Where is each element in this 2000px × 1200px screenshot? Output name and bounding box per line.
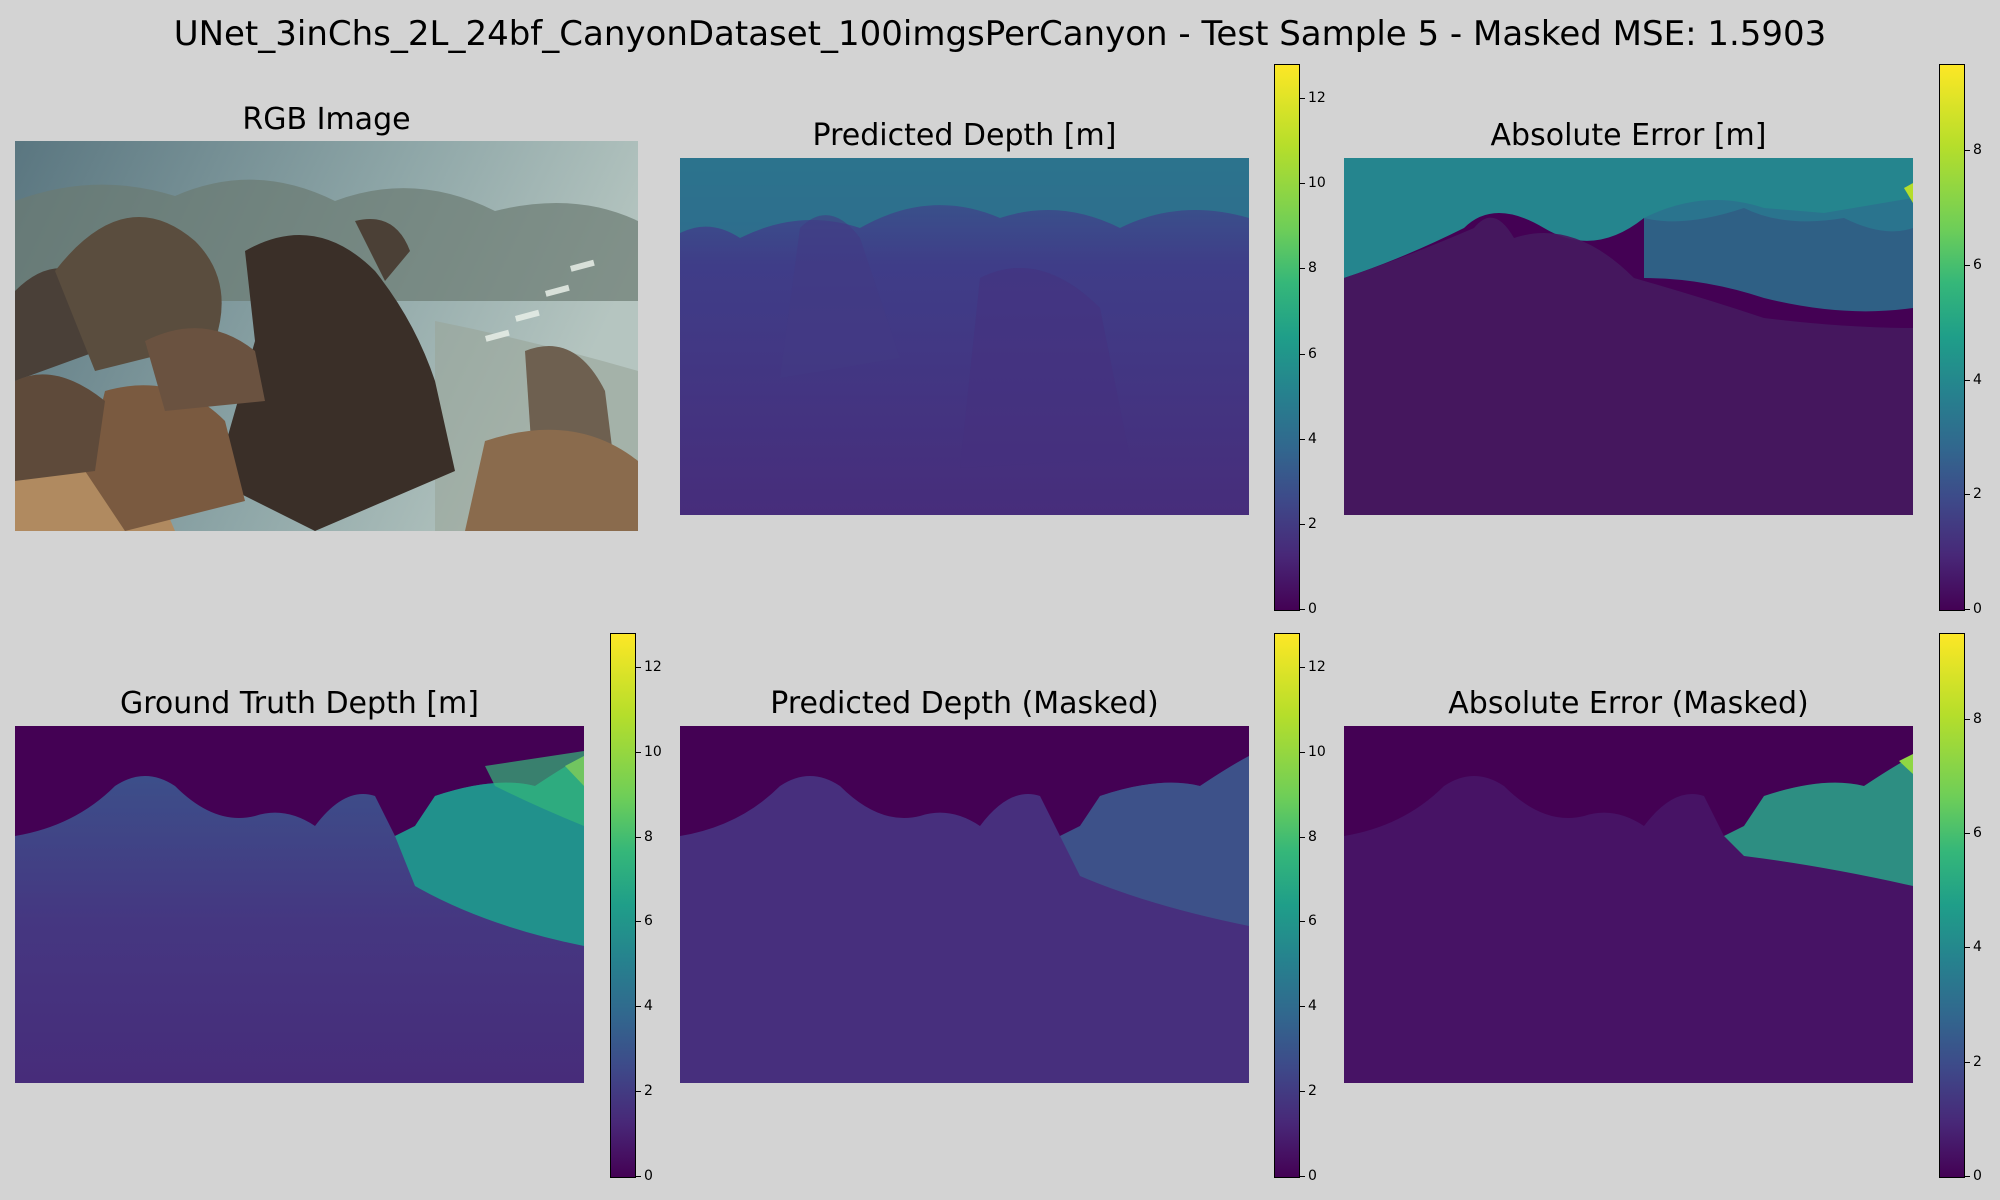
figure-suptitle: UNet_3inChs_2L_24bf_CanyonDataset_100img… — [173, 14, 1827, 54]
panel-title-rgb: RGB Image — [242, 102, 411, 137]
ground-truth-depth-map — [15, 726, 584, 1083]
colorbar-predicted-depth-masked-tick-label: 4 — [1299, 998, 1317, 1015]
predicted-depth-masked-map — [680, 726, 1249, 1083]
colorbar-absolute-error-tick-label: 0 — [1964, 601, 1982, 617]
panel-title-err: Absolute Error [m] — [1490, 118, 1767, 153]
colorbar-absolute-error-masked-tick-label: 4 — [1964, 939, 1982, 956]
colorbar-absolute-error-masked-tick-label: 0 — [1964, 1168, 1982, 1184]
colorbar-ground-truth-tick-label: 6 — [635, 913, 653, 930]
absolute-error-map — [1344, 158, 1913, 515]
colorbar-predicted-depth-masked-tick-label: 12 — [1299, 658, 1326, 675]
colorbar-predicted-depth-masked-tick-label: 10 — [1299, 743, 1326, 760]
colorbar-absolute-error-masked-tick-label: 8 — [1964, 710, 1982, 727]
colorbar-predicted-depth-masked-tick-label: 8 — [1299, 828, 1317, 845]
absolute-error-masked-map — [1344, 726, 1913, 1083]
colorbar-predicted-depth-masked-tick-label: 0 — [1299, 1168, 1317, 1184]
panel-title-pred-masked: Predicted Depth (Masked) — [770, 686, 1159, 721]
colorbar-absolute-error-tick-label: 6 — [1964, 256, 1982, 273]
panel-title-gt: Ground Truth Depth [m] — [119, 686, 479, 721]
colorbar-predicted-depth-tick-label: 2 — [1299, 515, 1317, 532]
colorbar-absolute-error-masked-tick-label: 2 — [1964, 1053, 1982, 1070]
colorbar-absolute-error-tick-label: 2 — [1964, 486, 1982, 503]
colorbar-predicted-depth-tick-label: 10 — [1299, 175, 1326, 192]
colorbar-ground-truth — [610, 633, 636, 1178]
colorbar-ground-truth-tick-label: 2 — [635, 1083, 653, 1100]
colorbar-absolute-error — [1939, 64, 1965, 611]
colorbar-predicted-depth-masked — [1274, 633, 1300, 1178]
colorbar-predicted-depth-tick-label: 8 — [1299, 260, 1317, 277]
colorbar-predicted-depth-tick-label: 4 — [1299, 430, 1317, 447]
colorbar-ground-truth-tick-label: 4 — [635, 998, 653, 1015]
rgb-image — [15, 141, 638, 531]
colorbar-ground-truth-tick-label: 0 — [635, 1168, 653, 1184]
colorbar-absolute-error-masked — [1939, 633, 1965, 1178]
colorbar-ground-truth-tick-label: 8 — [635, 828, 653, 845]
colorbar-absolute-error-masked-tick-label: 6 — [1964, 825, 1982, 842]
colorbar-ground-truth-tick-label: 12 — [635, 658, 662, 675]
predicted-depth-map — [680, 158, 1249, 515]
colorbar-predicted-depth-masked-tick-label: 2 — [1299, 1083, 1317, 1100]
colorbar-ground-truth-tick-label: 10 — [635, 743, 662, 760]
colorbar-predicted-depth-tick-label: 0 — [1299, 601, 1317, 617]
colorbar-predicted-depth — [1274, 64, 1300, 611]
colorbar-predicted-depth-masked-tick-label: 6 — [1299, 913, 1317, 930]
panel-title-pred: Predicted Depth [m] — [812, 118, 1117, 153]
colorbar-absolute-error-tick-label: 8 — [1964, 142, 1982, 159]
panel-title-err-masked: Absolute Error (Masked) — [1448, 686, 1809, 721]
colorbar-predicted-depth-tick-label: 6 — [1299, 345, 1317, 362]
colorbar-absolute-error-tick-label: 4 — [1964, 371, 1982, 388]
colorbar-predicted-depth-tick-label: 12 — [1299, 90, 1326, 107]
